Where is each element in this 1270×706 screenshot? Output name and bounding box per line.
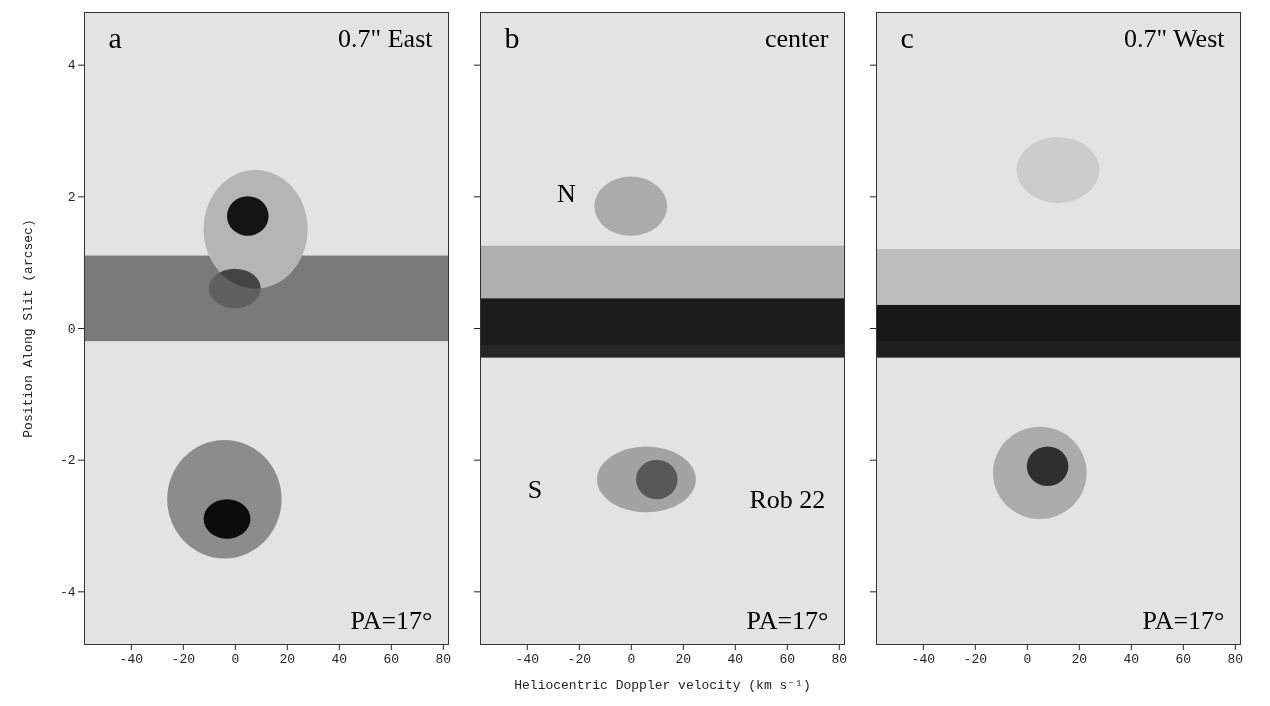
svg-text:2: 2 <box>68 190 76 205</box>
svg-text:-2: -2 <box>60 453 76 468</box>
svg-text:-20: -20 <box>964 652 987 667</box>
svg-text:40: 40 <box>331 652 347 667</box>
svg-text:PA=17°: PA=17° <box>351 606 433 635</box>
svg-text:-4: -4 <box>60 585 76 600</box>
svg-text:80: 80 <box>435 652 451 667</box>
svg-text:0.7" East: 0.7" East <box>338 24 433 53</box>
svg-text:PA=17°: PA=17° <box>747 606 829 635</box>
svg-text:c: c <box>901 21 914 54</box>
svg-text:60: 60 <box>383 652 399 667</box>
svg-text:80: 80 <box>831 652 847 667</box>
svg-text:60: 60 <box>779 652 795 667</box>
svg-text:-40: -40 <box>516 652 539 667</box>
svg-text:0: 0 <box>231 652 239 667</box>
svg-text:PA=17°: PA=17° <box>1143 606 1225 635</box>
svg-text:Rob 22: Rob 22 <box>749 485 825 514</box>
svg-text:60: 60 <box>1175 652 1191 667</box>
svg-text:-20: -20 <box>568 652 591 667</box>
svg-text:0.7" West: 0.7" West <box>1124 24 1225 53</box>
svg-text:20: 20 <box>279 652 295 667</box>
svg-text:80: 80 <box>1227 652 1243 667</box>
svg-text:Heliocentric Doppler velocity: Heliocentric Doppler velocity (km s⁻¹) <box>514 678 810 693</box>
svg-text:4: 4 <box>68 58 76 73</box>
svg-text:N: N <box>557 179 576 208</box>
svg-text:40: 40 <box>1123 652 1139 667</box>
svg-text:-40: -40 <box>912 652 935 667</box>
svg-text:0: 0 <box>68 322 76 337</box>
svg-text:Position Along Slit (arcsec): Position Along Slit (arcsec) <box>21 219 36 437</box>
svg-text:0: 0 <box>1023 652 1031 667</box>
svg-text:20: 20 <box>675 652 691 667</box>
svg-text:20: 20 <box>1071 652 1087 667</box>
svg-text:40: 40 <box>727 652 743 667</box>
svg-text:S: S <box>528 475 542 504</box>
svg-text:-40: -40 <box>120 652 143 667</box>
svg-text:b: b <box>505 21 520 54</box>
svg-text:a: a <box>109 21 122 54</box>
svg-text:0: 0 <box>627 652 635 667</box>
svg-text:center: center <box>765 24 829 53</box>
svg-text:-20: -20 <box>172 652 195 667</box>
